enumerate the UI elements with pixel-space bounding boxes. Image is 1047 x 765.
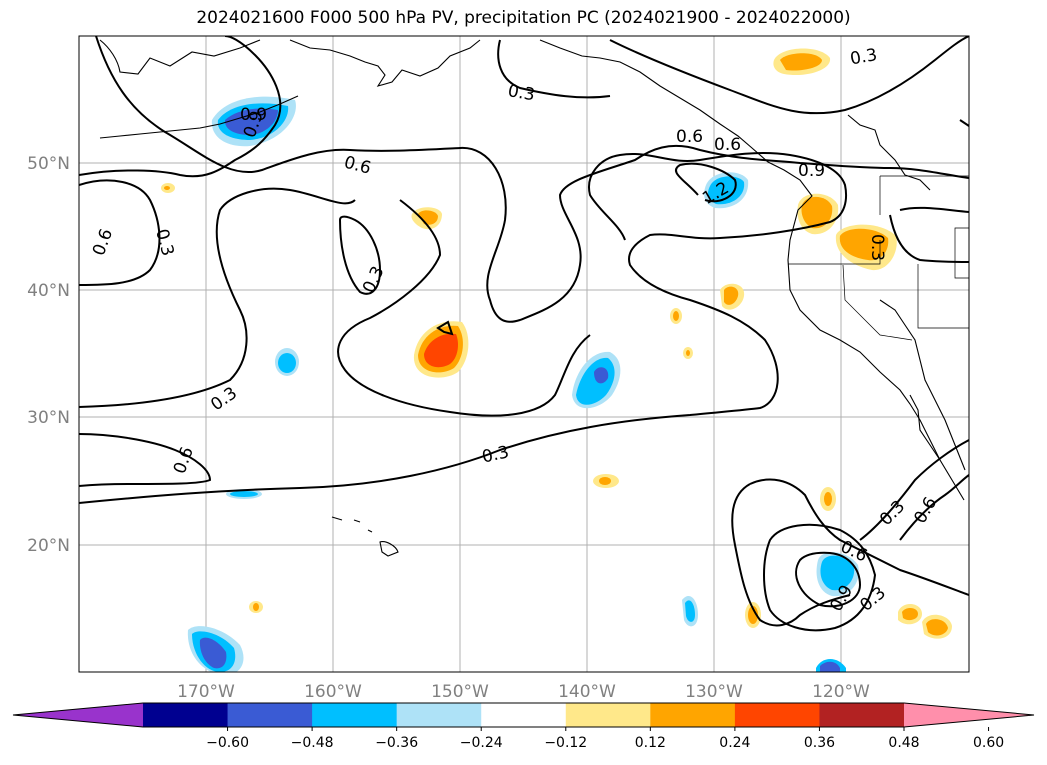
colorbar-segment [734, 703, 820, 727]
colorbar-segment [481, 703, 567, 727]
contour-label: 0.3 [867, 234, 887, 261]
state-borders [788, 175, 969, 341]
colorbar-segment [650, 703, 736, 727]
colorbar-tick-label: −0.60 [206, 735, 249, 751]
lon-label-170w: 170°W [177, 682, 235, 702]
colorbar-segment [227, 703, 313, 727]
pv-contours [79, 36, 969, 632]
contour-label: 0.6 [676, 127, 703, 147]
contour-label: 0.3 [849, 45, 879, 69]
colorbar-tick-label: −0.12 [544, 735, 587, 751]
colorbar-segment [396, 703, 482, 727]
colorbar-tick-label: 0.36 [804, 735, 835, 751]
colorbar-segment [143, 703, 229, 727]
contour-label: 0.6 [714, 135, 741, 155]
lat-label-20n: 20°N [27, 536, 70, 556]
colorbar: −0.60 −0.48 −0.36 −0.24 −0.12 0.12 0.24 0.36 0.4… [12, 702, 1035, 751]
colorbar-segment [565, 703, 651, 727]
lon-label-140w: 140°W [558, 682, 616, 702]
colorbar-extend-high [904, 703, 1034, 727]
lat-label-30n: 30°N [27, 408, 70, 428]
coastlines [99, 39, 966, 557]
lon-label-130w: 130°W [685, 682, 743, 702]
lat-labels: 50°N 40°N 30°N 20°N [27, 154, 70, 556]
map-title: 2024021600 F000 500 hPa PV, precipitatio… [196, 8, 851, 28]
colorbar-tick-label: 0.60 [973, 735, 1004, 751]
colorbar-tick-label: −0.36 [375, 735, 418, 751]
colorbar-tick-label: −0.48 [291, 735, 334, 751]
map-border [78, 35, 970, 673]
lat-label-50n: 50°N [27, 154, 70, 174]
colorbar-tick-label: 0.12 [635, 735, 666, 751]
lat-label-40n: 40°N [27, 281, 70, 301]
lon-label-120w: 120°W [812, 682, 870, 702]
contour-label: 0.9 [798, 161, 825, 181]
precip-fill [161, 48, 952, 672]
colorbar-tick-label: 0.24 [719, 735, 750, 751]
contour-label: 0.3 [506, 81, 536, 105]
map-content: 0.3 0.3 0.6 0.6 0.3 0.6 0.3 1.2 0.9 0.3 … [79, 36, 969, 672]
colorbar-tick-label: −0.24 [460, 735, 503, 751]
colorbar-tick-label: 0.48 [888, 735, 919, 751]
colorbar-extend-low [13, 703, 143, 727]
lon-label-150w: 150°W [431, 682, 489, 702]
contour-label: 0.9 [240, 105, 267, 125]
lon-labels: 170°W 160°W 150°W 140°W 130°W 120°W [177, 682, 870, 702]
colorbar-outline [12, 702, 1035, 728]
lon-label-160w: 160°W [304, 682, 362, 702]
colorbar-segment [312, 703, 398, 727]
colorbar-segment [819, 703, 905, 727]
